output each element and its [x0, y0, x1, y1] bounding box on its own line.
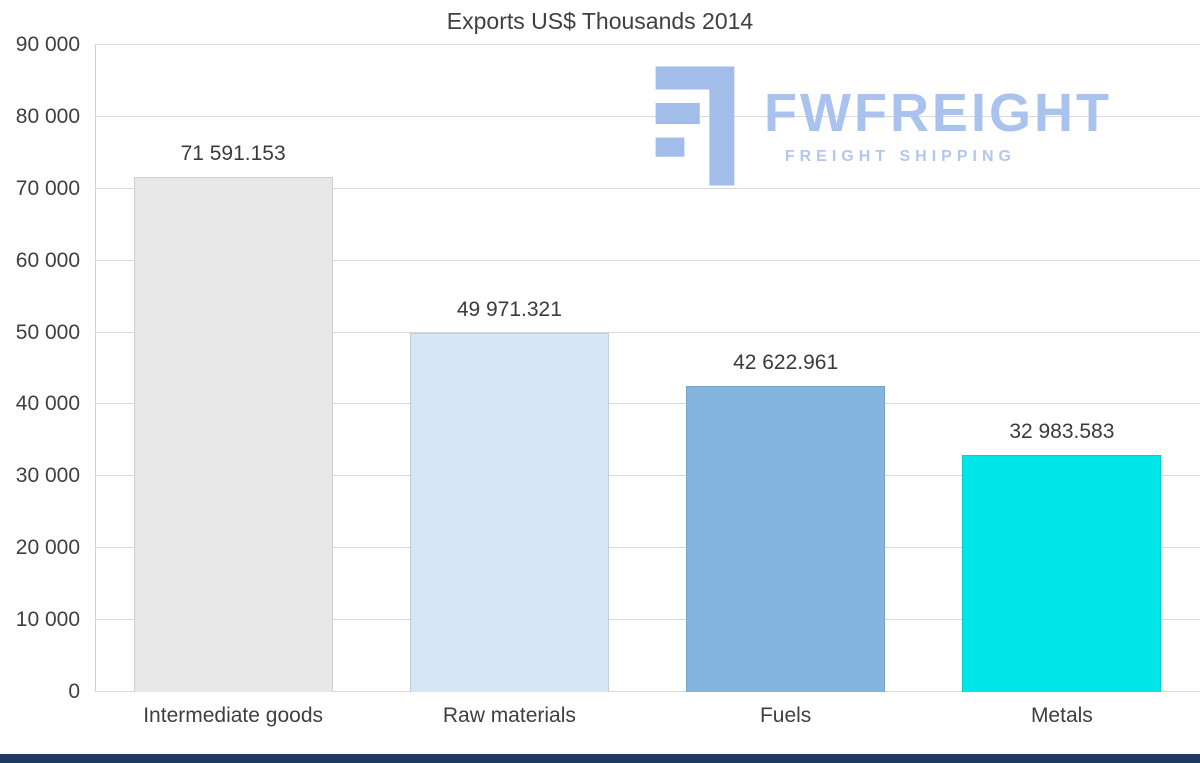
- y-tick-label: 40 000: [15, 392, 80, 416]
- gridline: [95, 547, 1200, 549]
- y-axis-line: [95, 45, 96, 692]
- gridline: [95, 44, 1200, 45]
- bar-value-label: 49 971.321: [456, 297, 562, 321]
- gridline: [95, 115, 1200, 117]
- bar-fuels: [686, 385, 886, 692]
- bar-intermediate-goods: [133, 177, 333, 692]
- bar-metals: [962, 454, 1162, 692]
- y-tick-label: 90 000: [15, 33, 80, 56]
- gridline: [95, 619, 1200, 621]
- x-tick-label: Metals: [1030, 704, 1093, 727]
- y-tick-label: 0: [68, 680, 80, 703]
- bar-value-label: 42 622.961: [733, 350, 839, 374]
- x-tick-label: Fuels: [759, 704, 812, 727]
- gridline: [95, 403, 1200, 405]
- plot-area: 0 10 000 20 000 30 000 40 000 50 000 60 000 70 …: [16, 33, 1200, 703]
- x-tick-label: Intermediate goods: [143, 704, 324, 727]
- bar-value-label: 32 983.583: [1009, 419, 1115, 443]
- y-tick-label: 20 000: [15, 536, 80, 560]
- bar-raw-materials: [409, 332, 609, 692]
- fwfreight-logo-icon: [655, 66, 735, 186]
- bar-slot-intermediate-goods: 71 591.153: [95, 45, 371, 692]
- y-tick-label: 80 000: [15, 104, 80, 128]
- x-axis: Intermediate goods Raw materials Fuels Meta…: [95, 704, 1200, 728]
- gridline: [95, 331, 1200, 333]
- bar-slot-fuels: 42 622.961: [648, 45, 924, 692]
- gridline: [95, 475, 1200, 477]
- y-tick-label: 50 000: [15, 320, 80, 344]
- y-tick-label: 60 000: [15, 248, 80, 272]
- bar-slot-raw-materials: 49 971.321: [371, 45, 647, 692]
- gridline: [95, 691, 1200, 692]
- logo-name: FWFREIGHT: [764, 83, 1112, 143]
- y-tick-label: 30 000: [15, 464, 80, 488]
- gridline: [95, 187, 1200, 189]
- bar-value-label: 71 591.153: [180, 142, 286, 166]
- footer-strip: [0, 754, 1200, 763]
- logo-text: FWFREIGHT FREIGHT SHIPPING: [764, 86, 1112, 166]
- x-tick-label: Raw materials: [442, 704, 576, 727]
- bar-slot-metals: 32 983.583: [924, 45, 1200, 692]
- gridline: [95, 259, 1200, 261]
- logo-tagline: FREIGHT SHIPPING: [784, 148, 1016, 165]
- chart-title: Exports US$ Thousands 2014: [446, 8, 754, 34]
- logo: FWFREIGHT FREIGHT SHIPPING: [646, 66, 1112, 186]
- y-tick-label: 70 000: [15, 176, 80, 200]
- y-tick-label: 10 000: [15, 608, 80, 632]
